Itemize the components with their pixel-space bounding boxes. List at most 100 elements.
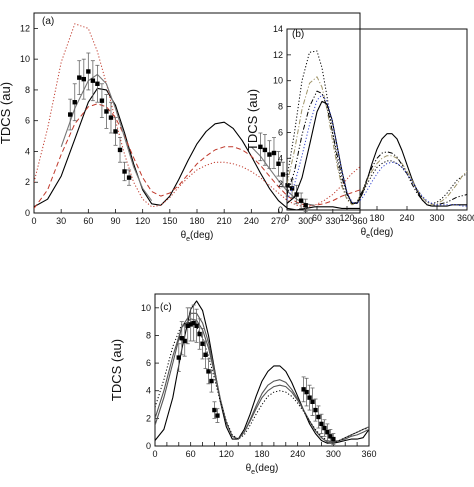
data-point <box>77 75 82 80</box>
y-axis-label: TDCS (au) <box>245 89 260 151</box>
x-tick-label: 330 <box>325 216 340 226</box>
data-point <box>206 369 211 374</box>
series-line-1 <box>287 100 467 207</box>
x-tick-label: 0 <box>284 213 289 223</box>
data-point <box>179 336 184 341</box>
data-point <box>194 323 199 328</box>
y-tick-label: 6 <box>25 116 30 126</box>
series-line-1 <box>155 300 369 444</box>
x-tick-label: 150 <box>162 216 177 226</box>
y-tick-label: 6 <box>278 127 283 137</box>
series-line-3 <box>34 23 360 208</box>
y-tick-label: 8 <box>278 102 283 112</box>
data-point <box>188 322 193 327</box>
data-point <box>203 352 208 357</box>
x-tick-label: 240 <box>290 449 305 459</box>
x-tick-label: 0 <box>152 449 157 459</box>
data-point <box>90 78 96 83</box>
x-axis-label-main: θ <box>246 463 252 474</box>
data-point <box>117 147 123 153</box>
x-axis-label-tail: (deg) <box>255 463 278 474</box>
y-tick-label: 10 <box>273 76 283 86</box>
data-point <box>319 421 324 427</box>
x-tick-label: 300 <box>298 216 313 226</box>
data-point <box>313 407 318 413</box>
x-tick-label: 60 <box>312 213 322 223</box>
series-line-4 <box>287 90 467 207</box>
curves <box>34 23 360 211</box>
x-axis-label-main: θ <box>181 230 187 241</box>
x-axis-label: θe(deg) <box>246 463 279 476</box>
x-axis-label-sub: e <box>186 236 190 243</box>
data-point <box>95 81 100 86</box>
x-tick-label: 60 <box>186 449 196 459</box>
y-axis-label: TDCS (au) <box>0 82 13 144</box>
series-line-3 <box>287 76 467 206</box>
y-tick-label: 8 <box>25 85 30 95</box>
data-point <box>108 115 114 120</box>
data-point <box>209 378 214 384</box>
chart-panel-1: 0 30 60 90 120 150 180 210 240 270 300 330 360024681… <box>0 12 368 243</box>
data-point <box>200 341 205 346</box>
data-point <box>258 144 263 150</box>
x-axis-label-tail: (deg) <box>370 227 393 238</box>
y-tick-label: 2 <box>146 413 151 423</box>
y-tick-label: 0 <box>278 205 283 215</box>
data-point <box>72 100 77 105</box>
y-tick-label: 12 <box>20 23 30 33</box>
data-point <box>99 98 105 103</box>
data-point <box>262 147 268 153</box>
x-tick-label: 210 <box>217 216 232 226</box>
data-point <box>185 323 190 328</box>
y-tick-label: 12 <box>273 50 283 60</box>
data-point <box>212 407 217 413</box>
series-line-4 <box>60 73 153 202</box>
data-point <box>81 76 87 82</box>
y-tick-label: 14 <box>273 24 283 34</box>
panel-label: (c) <box>160 302 172 313</box>
x-tick-label: 240 <box>399 213 414 223</box>
y-tick-label: 2 <box>25 177 30 187</box>
data-point <box>267 152 272 157</box>
x-axis-label-sub: e <box>251 469 255 476</box>
panel-label: (b) <box>292 29 304 40</box>
x-axis-label-sub: e <box>366 233 370 240</box>
data-point <box>182 338 187 344</box>
x-axis-label: θe(deg) <box>181 230 214 243</box>
y-axis-label: TDCS (au) <box>109 339 124 401</box>
data-point <box>328 434 333 439</box>
data-point <box>68 112 73 117</box>
x-tick-label: 60 <box>83 216 93 226</box>
data-point <box>322 425 327 431</box>
data-point <box>276 161 281 166</box>
y-tick-label: 2 <box>278 179 283 189</box>
y-tick-label: 4 <box>146 386 151 396</box>
series-line-2 <box>287 50 467 206</box>
panel-label: (a) <box>42 16 54 27</box>
x-tick-label: 180 <box>254 449 269 459</box>
x-tick-label: 300 <box>326 449 341 459</box>
plot-frame <box>286 28 468 211</box>
series-line-3 <box>155 318 369 443</box>
series-line-1 <box>34 87 360 211</box>
data-point <box>197 331 202 337</box>
x-tick-label: 120 <box>339 213 354 223</box>
data-point <box>280 172 286 177</box>
chart-panel-3: 0 60 120 180 240 300 360 0 2 4 6 8 10 (c) TDCS (au) θe(… <box>109 293 377 476</box>
data-point <box>126 175 132 180</box>
data-point <box>294 192 299 197</box>
curves <box>287 50 467 207</box>
x-tick-label: 120 <box>135 216 150 226</box>
series-line-2 <box>155 312 369 443</box>
data-point <box>271 150 277 156</box>
x-tick-label: 90 <box>110 216 120 226</box>
plot-frame <box>154 293 370 447</box>
series-line-2 <box>34 103 360 209</box>
data-point <box>86 69 91 74</box>
y-tick-label: 10 <box>141 303 151 313</box>
data-point <box>289 186 295 191</box>
y-tick-label: 6 <box>146 358 151 368</box>
y-tick-label: 4 <box>278 153 283 163</box>
x-tick-label: 240 <box>244 216 259 226</box>
